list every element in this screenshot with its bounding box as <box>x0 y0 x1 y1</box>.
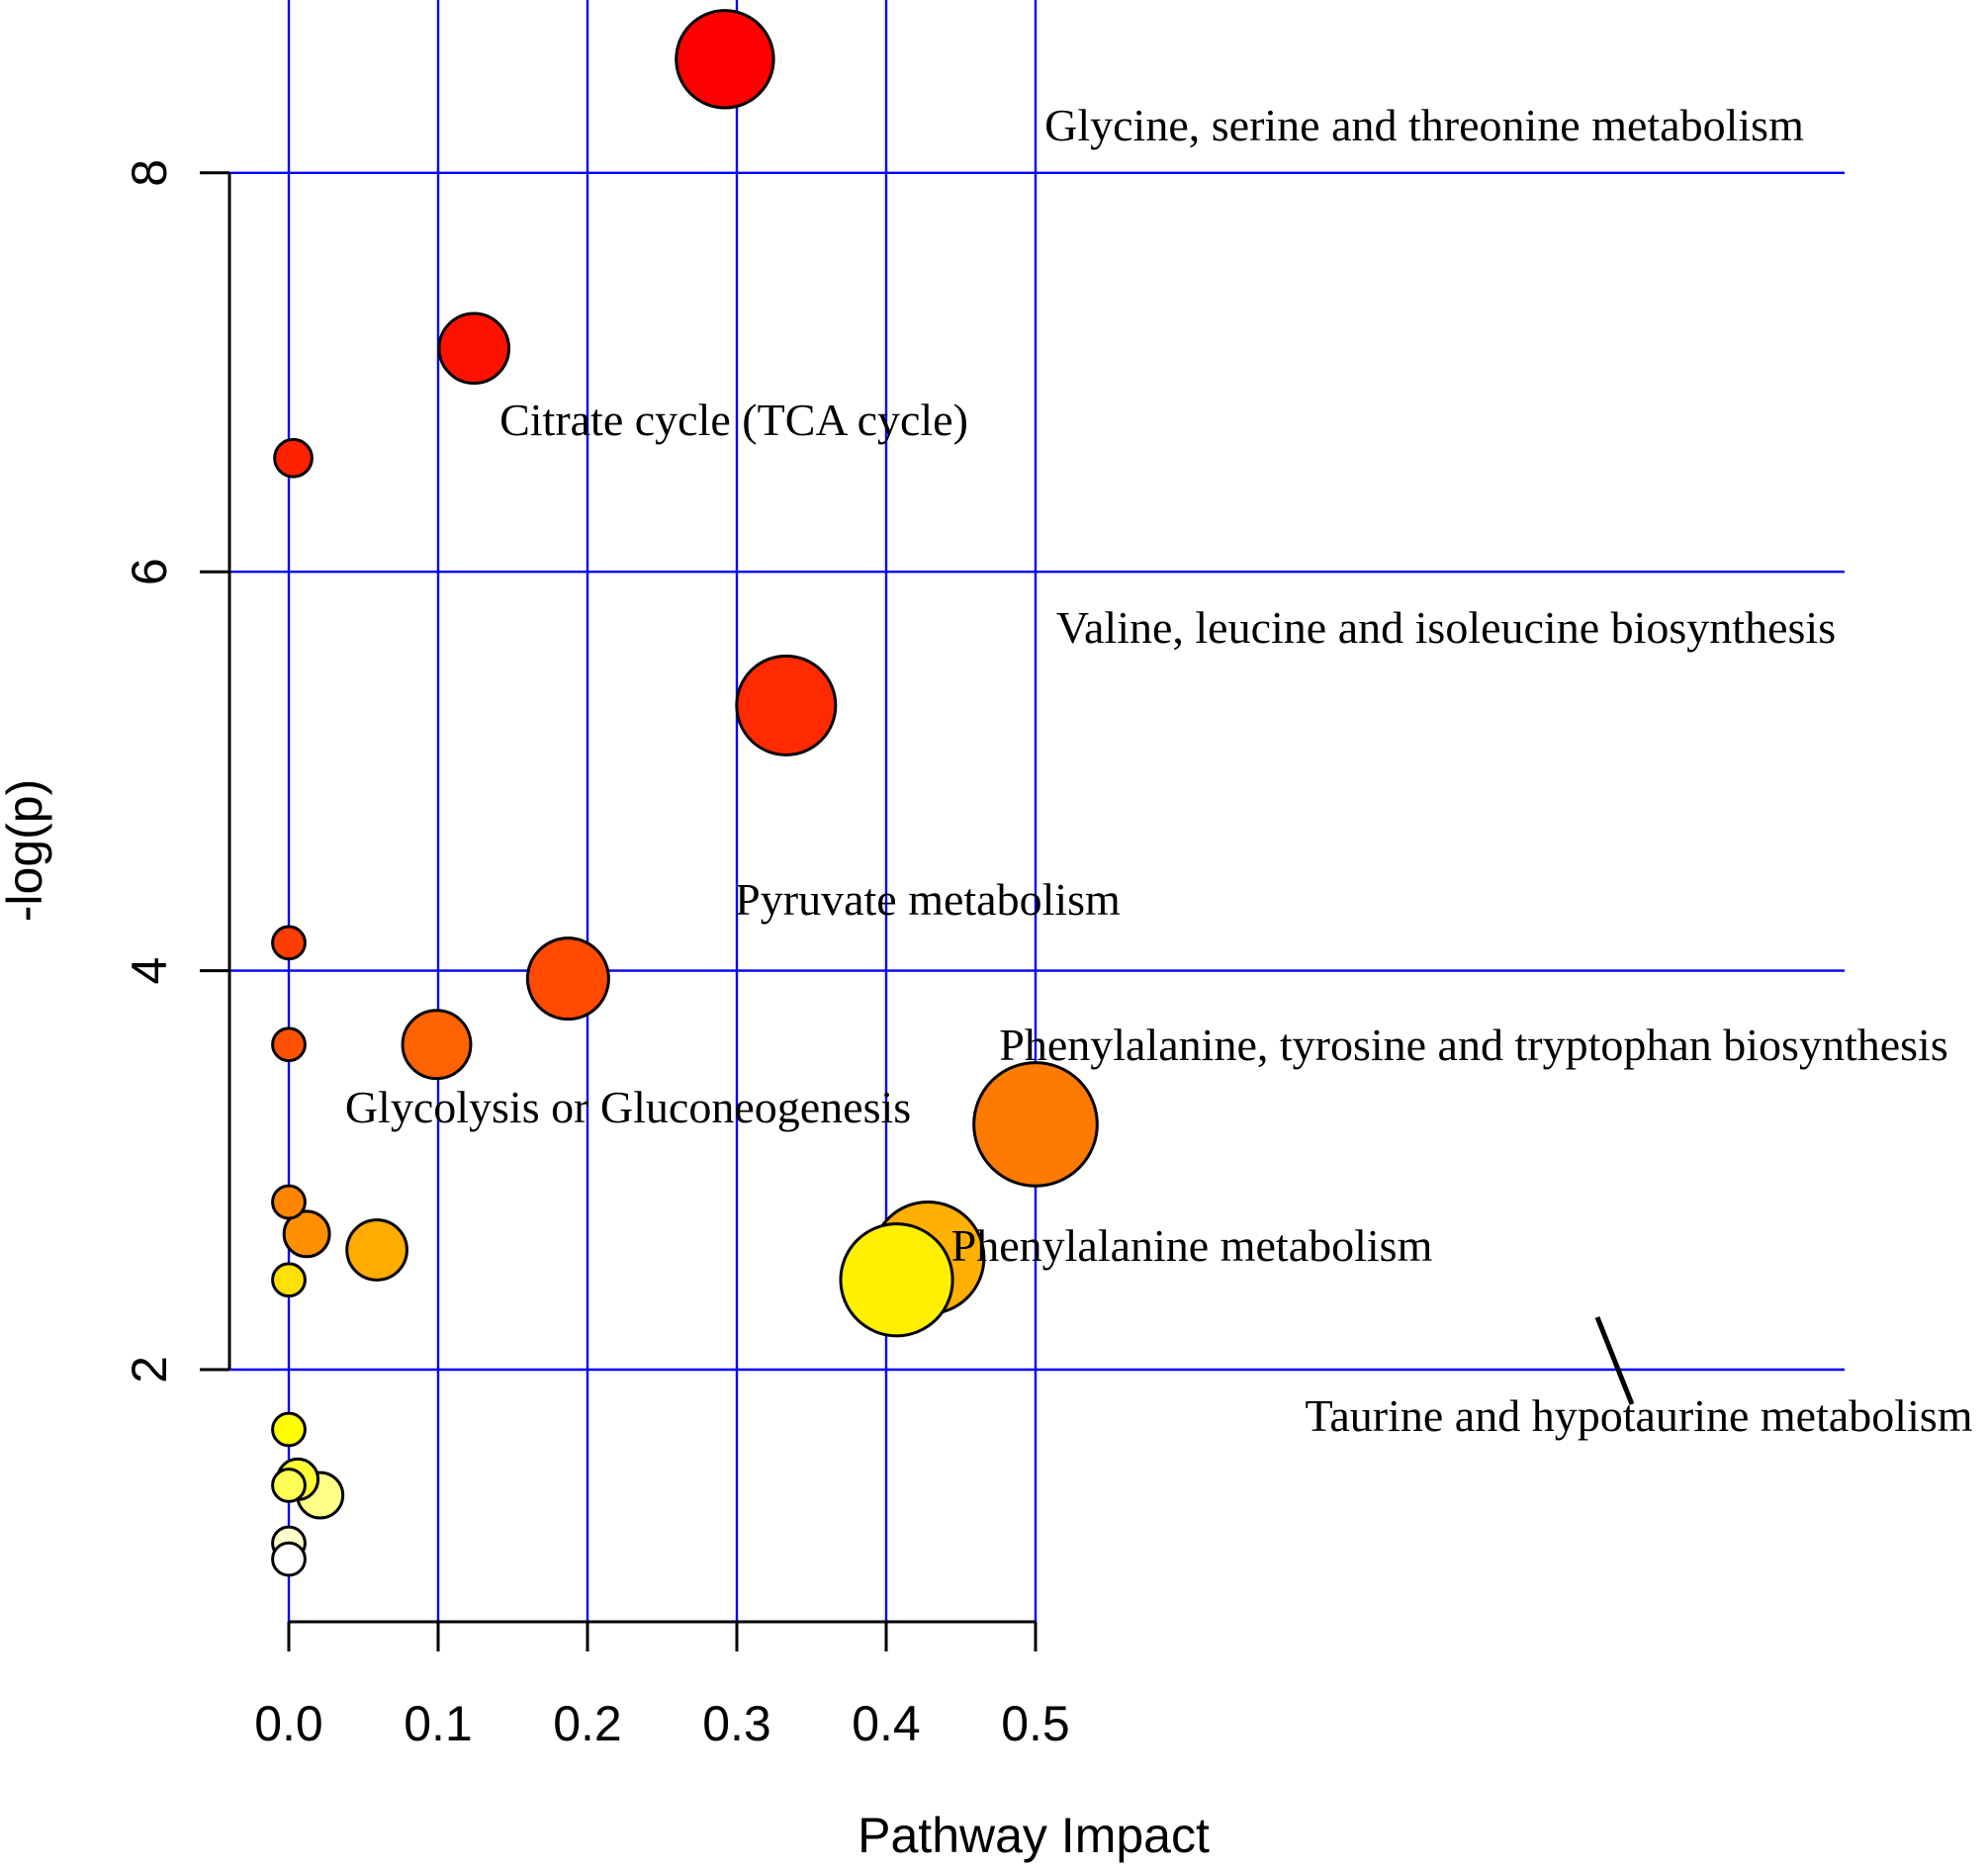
x-tick-label: 0.2 <box>553 1696 622 1751</box>
data-point <box>271 1026 307 1063</box>
data-point <box>271 1184 307 1220</box>
data-point <box>271 925 307 961</box>
y-tick-label: 8 <box>122 159 177 187</box>
data-point <box>271 1468 307 1503</box>
x-tick-label: 0.3 <box>702 1696 771 1751</box>
grid <box>229 0 1845 1622</box>
data-point <box>271 1541 307 1577</box>
point-label: Glycolysis or Gluconeogenesis <box>345 1082 911 1132</box>
y-tick-label: 4 <box>122 957 177 985</box>
data-point <box>401 1009 473 1081</box>
data-point <box>271 1262 307 1298</box>
point-label: Phenylalanine metabolism <box>951 1220 1433 1271</box>
data-point <box>437 312 510 386</box>
data-points <box>271 9 1099 1577</box>
point-label: Phenylalanine, tyrosine and tryptophan b… <box>999 1020 1947 1070</box>
x-tick-label: 0.4 <box>852 1696 921 1751</box>
leader-line <box>1594 1316 1635 1405</box>
data-point <box>282 1209 331 1259</box>
point-label: Valine, leucine and isoleucine biosynthe… <box>1056 602 1836 653</box>
y-axis-title: -log(p) <box>0 779 52 922</box>
data-point <box>839 1222 954 1338</box>
data-point <box>345 1218 408 1282</box>
point-label: Pyruvate metabolism <box>735 874 1121 925</box>
x-tick-label: 0.0 <box>254 1696 323 1751</box>
axes: 2 4 6 8 0.0 0.1 0.2 0.3 0.4 0.5 <box>122 159 1070 1751</box>
point-labels: Glycine, serine and threonine metabolism… <box>345 100 1973 1441</box>
data-point <box>273 437 314 479</box>
x-tick-label: 0.5 <box>1001 1696 1070 1751</box>
data-point <box>525 936 610 1022</box>
x-axis-title: Pathway Impact <box>858 1808 1210 1863</box>
data-point <box>972 1061 1099 1188</box>
point-label: Taurine and hypotaurine metabolism <box>1305 1390 1972 1441</box>
point-label: Citrate cycle (TCA cycle) <box>499 395 968 445</box>
leader-lines <box>1594 1316 1635 1405</box>
data-point <box>675 9 775 110</box>
x-tick-label: 0.1 <box>404 1696 473 1751</box>
data-point <box>735 654 838 756</box>
data-point <box>271 1411 307 1448</box>
point-label: Glycine, serine and threonine metabolism <box>1044 100 1804 150</box>
y-tick-label: 2 <box>122 1356 177 1383</box>
y-tick-label: 6 <box>122 558 177 585</box>
